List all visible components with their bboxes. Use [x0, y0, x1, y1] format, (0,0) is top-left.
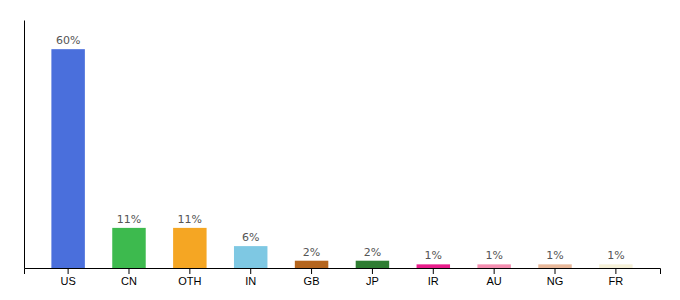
x-tick-mark	[250, 268, 251, 274]
bar	[295, 261, 328, 268]
bar	[538, 264, 571, 268]
x-tick-label: IN	[245, 275, 256, 287]
x-tick-mark	[615, 268, 616, 274]
bar	[51, 49, 84, 268]
x-tick-mark	[372, 268, 373, 274]
x-tick: FR	[609, 268, 624, 287]
data-label: 1%	[485, 249, 502, 262]
x-tick: GB	[304, 268, 320, 287]
data-label: 60%	[56, 34, 80, 47]
x-tick-label: JP	[366, 275, 379, 287]
y-axis	[24, 21, 25, 269]
bars	[51, 49, 632, 268]
x-tick-label: US	[60, 275, 75, 287]
x-tick-mark	[189, 268, 190, 274]
plot-area: 60% 11% 11% 6% 2% 2% 1% 1% 1% 1% US CN OTH IN GB JP IR AU…	[25, 21, 661, 287]
bar	[112, 228, 145, 268]
data-label: 11%	[117, 213, 141, 226]
data-label: 11%	[178, 213, 202, 226]
bar	[417, 264, 450, 268]
chart-container: 60% 11% 11% 6% 2% 2% 1% 1% 1% 1% US CN OTH IN GB JP IR AU…	[0, 0, 680, 300]
bar	[234, 246, 267, 268]
data-label: 1%	[546, 249, 563, 262]
x-tick-mark	[494, 268, 495, 274]
bar	[356, 261, 389, 268]
x-tick-mark	[555, 268, 556, 274]
bar	[599, 264, 632, 268]
bar	[173, 228, 206, 268]
x-tick-mark	[311, 268, 312, 274]
x-axis: US CN OTH IN GB JP IR AU NG FR	[25, 268, 661, 287]
y-axis-line	[24, 21, 25, 269]
x-tick: IR	[428, 268, 439, 287]
x-tick: CN	[121, 268, 137, 287]
bar	[477, 264, 510, 268]
data-label: 6%	[242, 231, 259, 244]
x-tick: JP	[366, 268, 379, 287]
data-label: 2%	[303, 246, 320, 259]
data-label: 1%	[607, 249, 624, 262]
chart-svg: 60% 11% 11% 6% 2% 2% 1% 1% 1% 1% US CN OTH IN GB JP IR AU…	[0, 0, 680, 300]
x-tick-label: NG	[547, 275, 564, 287]
data-label: 1%	[425, 249, 442, 262]
x-tick-label: GB	[304, 275, 320, 287]
x-tick-label: AU	[487, 275, 502, 287]
x-tick: US	[60, 268, 75, 287]
x-tick-mark	[128, 268, 129, 274]
x-tick-label: IR	[428, 275, 439, 287]
x-tick-mark	[68, 268, 69, 274]
x-axis-line	[25, 269, 661, 275]
x-tick: AU	[487, 268, 502, 287]
x-tick: IN	[245, 268, 256, 287]
x-tick: OTH	[178, 268, 201, 287]
x-tick-label: CN	[121, 275, 137, 287]
data-labels: 60% 11% 11% 6% 2% 2% 1% 1% 1% 1%	[56, 34, 625, 262]
data-label: 2%	[364, 246, 381, 259]
x-tick-mark	[433, 268, 434, 274]
x-tick-label: FR	[609, 275, 624, 287]
x-tick: NG	[547, 268, 564, 287]
x-tick-label: OTH	[178, 275, 201, 287]
